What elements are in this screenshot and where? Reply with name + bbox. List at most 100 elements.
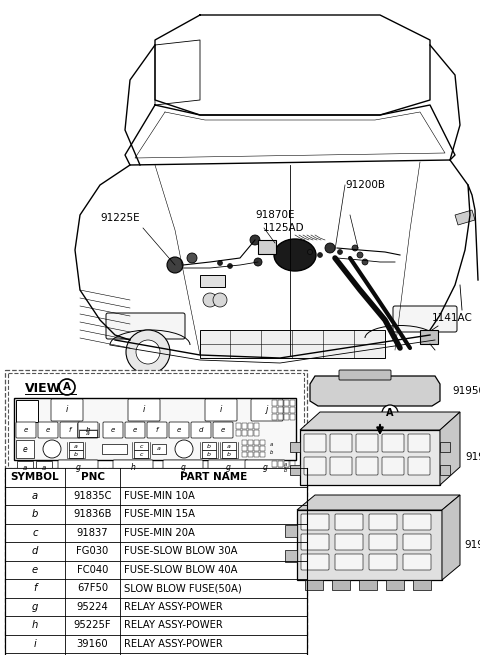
Bar bbox=[284, 461, 289, 467]
FancyBboxPatch shape bbox=[356, 434, 378, 452]
Text: FUSE-SLOW BLOW 40A: FUSE-SLOW BLOW 40A bbox=[124, 565, 238, 574]
Text: 91952B: 91952B bbox=[464, 540, 480, 550]
Text: e: e bbox=[23, 445, 27, 453]
Text: a: a bbox=[42, 465, 46, 471]
Text: RELAY ASSY-POWER: RELAY ASSY-POWER bbox=[124, 620, 223, 630]
FancyBboxPatch shape bbox=[78, 422, 98, 438]
Bar bbox=[278, 468, 283, 474]
Circle shape bbox=[337, 250, 343, 255]
Text: c: c bbox=[32, 528, 38, 538]
Text: b: b bbox=[283, 468, 287, 474]
Bar bbox=[413, 580, 431, 590]
Bar bbox=[200, 275, 225, 287]
Bar bbox=[242, 452, 247, 457]
Text: b: b bbox=[86, 427, 90, 433]
Text: b: b bbox=[207, 443, 211, 449]
Text: g: g bbox=[263, 464, 267, 472]
Text: FUSE-MIN 20A: FUSE-MIN 20A bbox=[124, 528, 195, 538]
FancyBboxPatch shape bbox=[301, 514, 329, 530]
FancyBboxPatch shape bbox=[304, 457, 326, 475]
Text: e: e bbox=[221, 427, 225, 433]
Bar bbox=[359, 580, 377, 590]
Bar bbox=[248, 446, 253, 451]
Text: e: e bbox=[32, 565, 38, 574]
FancyBboxPatch shape bbox=[51, 399, 83, 421]
Bar bbox=[236, 423, 241, 429]
Bar bbox=[290, 400, 295, 406]
Bar bbox=[278, 400, 283, 406]
Bar bbox=[284, 407, 289, 413]
Text: e: e bbox=[111, 427, 115, 433]
Bar bbox=[200, 330, 385, 358]
Text: b: b bbox=[227, 451, 231, 457]
Bar bbox=[420, 330, 438, 344]
FancyBboxPatch shape bbox=[393, 306, 457, 332]
Bar bbox=[440, 465, 450, 475]
Polygon shape bbox=[297, 495, 460, 510]
Circle shape bbox=[43, 440, 61, 458]
Bar bbox=[69, 442, 83, 450]
FancyBboxPatch shape bbox=[304, 434, 326, 452]
Bar bbox=[254, 452, 259, 457]
FancyBboxPatch shape bbox=[301, 554, 329, 570]
FancyBboxPatch shape bbox=[408, 434, 430, 452]
Circle shape bbox=[317, 252, 323, 257]
Text: 91870E: 91870E bbox=[255, 210, 295, 220]
Text: e: e bbox=[133, 427, 137, 433]
Bar bbox=[386, 580, 404, 590]
Text: FUSE-SLOW BLOW 30A: FUSE-SLOW BLOW 30A bbox=[124, 546, 238, 556]
Bar bbox=[152, 444, 166, 454]
Bar bbox=[16, 400, 38, 422]
FancyBboxPatch shape bbox=[169, 422, 189, 438]
Bar bbox=[248, 440, 253, 445]
Bar bbox=[278, 407, 283, 413]
Bar bbox=[5, 468, 307, 655]
FancyBboxPatch shape bbox=[382, 457, 404, 475]
Polygon shape bbox=[440, 412, 460, 485]
Polygon shape bbox=[300, 412, 460, 430]
Circle shape bbox=[203, 293, 217, 307]
Text: a: a bbox=[157, 447, 161, 451]
Bar bbox=[254, 423, 259, 429]
Circle shape bbox=[352, 245, 358, 251]
Text: h: h bbox=[131, 464, 135, 472]
Bar bbox=[202, 450, 216, 458]
Text: a: a bbox=[283, 462, 287, 468]
Bar bbox=[290, 465, 300, 475]
Text: A: A bbox=[63, 382, 71, 392]
FancyBboxPatch shape bbox=[339, 370, 391, 380]
Text: 1125AD: 1125AD bbox=[263, 223, 305, 233]
FancyBboxPatch shape bbox=[163, 460, 203, 476]
FancyBboxPatch shape bbox=[369, 534, 397, 550]
Text: d: d bbox=[32, 546, 38, 556]
FancyBboxPatch shape bbox=[408, 457, 430, 475]
Bar bbox=[222, 442, 236, 450]
Bar bbox=[284, 400, 289, 406]
Text: a: a bbox=[86, 431, 90, 436]
Bar bbox=[332, 580, 350, 590]
Circle shape bbox=[325, 243, 335, 253]
FancyBboxPatch shape bbox=[356, 457, 378, 475]
Circle shape bbox=[254, 258, 262, 266]
Bar bbox=[297, 510, 442, 580]
Text: A: A bbox=[386, 408, 394, 418]
FancyBboxPatch shape bbox=[58, 460, 98, 476]
Circle shape bbox=[362, 259, 368, 265]
Circle shape bbox=[213, 293, 227, 307]
Circle shape bbox=[357, 252, 363, 258]
FancyBboxPatch shape bbox=[335, 514, 363, 530]
Bar bbox=[272, 414, 277, 420]
FancyBboxPatch shape bbox=[403, 554, 431, 570]
Text: FUSE-MIN 10A: FUSE-MIN 10A bbox=[124, 491, 195, 501]
Text: 91950E: 91950E bbox=[452, 386, 480, 396]
Text: j: j bbox=[266, 405, 268, 415]
FancyBboxPatch shape bbox=[113, 460, 153, 476]
Bar bbox=[290, 407, 295, 413]
Bar bbox=[260, 446, 265, 451]
Bar bbox=[134, 450, 148, 458]
FancyBboxPatch shape bbox=[301, 534, 329, 550]
Circle shape bbox=[250, 235, 260, 245]
Text: a: a bbox=[32, 491, 38, 501]
Text: a: a bbox=[269, 443, 273, 447]
Bar bbox=[69, 450, 83, 458]
